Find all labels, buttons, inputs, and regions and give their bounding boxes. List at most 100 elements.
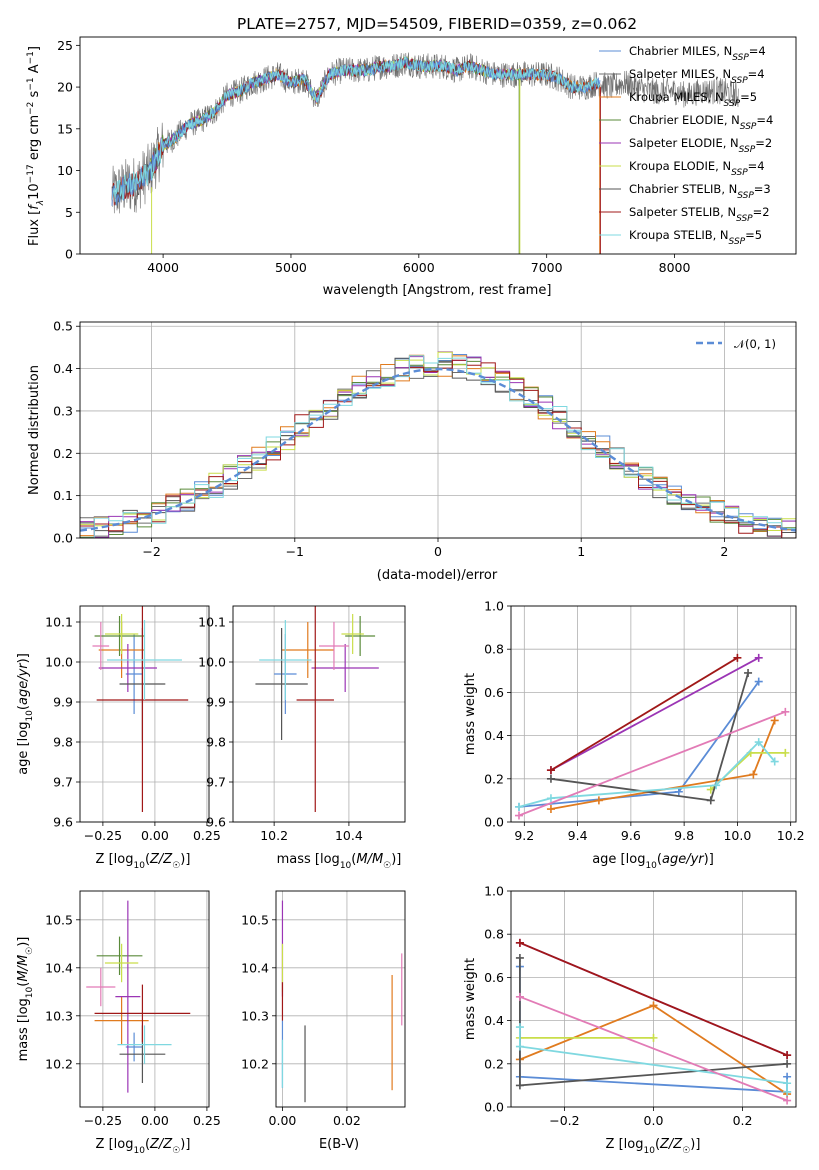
label-part: Chabrier ELODIE, N — [629, 113, 740, 127]
x-tick-label: 9.2 — [514, 828, 534, 843]
x-tick-label: −2 — [142, 544, 160, 559]
label-part: Salpeter STELIB, N — [629, 205, 736, 219]
y-tick-label: 10.0 — [198, 655, 226, 670]
series-line — [550, 657, 738, 771]
label-part: ☉ — [172, 861, 180, 871]
x-tick-label: 7000 — [531, 260, 563, 275]
label-part: ( — [657, 852, 662, 867]
y-tick-label: 0.3 — [53, 403, 73, 418]
legend-label: Chabrier STELIB, NSSP=3 — [629, 182, 771, 201]
y-tick-label: 0.5 — [53, 319, 73, 334]
y-tick-label: 0.4 — [484, 728, 504, 743]
y-axis-label: Flux [fλ10−17 erg cm−2 s−1 A−1] — [26, 46, 46, 246]
label-part: ( — [16, 982, 31, 987]
figure-title: PLATE=2757, MJD=54509, FIBERID=0359, z=0… — [237, 15, 637, 33]
series-marker — [781, 748, 790, 757]
y-tick-label: 0.0 — [484, 815, 504, 830]
y-tick-label: 9.6 — [206, 815, 226, 830]
label-part: ( — [16, 705, 31, 710]
y-tick-label: 9.9 — [53, 695, 73, 710]
mass_weight_vs_Z-frame — [510, 890, 797, 1108]
label-part: M/M — [16, 955, 31, 982]
legend-label: Salpeter ELODIE, NSSP=2 — [629, 136, 772, 155]
label-part: age/yr — [662, 852, 705, 867]
label-part: =2 — [753, 205, 770, 219]
label-part: SSP — [739, 145, 756, 155]
label-part: ☉ — [682, 1146, 690, 1156]
series-marker — [749, 770, 758, 779]
legend-label: Salpeter STELIB, NSSP=2 — [629, 205, 770, 224]
label-part: )] — [704, 852, 714, 867]
x-tick-label: 0.25 — [193, 828, 221, 843]
label-part: Z [ — [96, 852, 114, 867]
label-part: ☉ — [25, 947, 35, 955]
label-part: Z/Z — [659, 1137, 683, 1152]
series-marker — [546, 805, 555, 814]
y-tick-label: 5 — [65, 205, 73, 220]
mass_vs_EBV-frame — [275, 890, 406, 1108]
label-part: log — [624, 1137, 644, 1152]
x-tick-label: −0.2 — [549, 1113, 579, 1128]
y-tick-label: 0.2 — [484, 771, 504, 786]
x-tick-label: 4000 — [147, 260, 179, 275]
label-part: λ — [36, 200, 46, 206]
x-tick-label: 0.02 — [333, 1113, 361, 1128]
x-tick-label: 0.00 — [141, 1113, 169, 1128]
series-marker — [733, 653, 742, 662]
x-axis-label: Z [log10(Z/Z☉)] — [96, 852, 191, 871]
y-tick-label: 10.2 — [45, 1056, 73, 1071]
y-tick-label: 10.4 — [45, 960, 73, 975]
mass_weight_vs_Z-axes: −0.2 0.0 0.2 0.0 0.2 0.4 0.6 0.8 1.0 — [484, 884, 796, 1128]
series-marker — [783, 1096, 792, 1105]
label-part: =5 — [745, 228, 762, 242]
residuals-plot — [80, 351, 796, 538]
spectrum-frame — [79, 36, 797, 255]
y-tick-label: 0.4 — [484, 1013, 504, 1028]
y-tick-label: 0 — [65, 247, 73, 262]
label-part: f — [27, 203, 42, 210]
y-axis-label: age [log10(age/yr)] — [16, 653, 35, 775]
y-tick-label: 10 — [57, 163, 73, 178]
series-marker — [712, 781, 721, 790]
histogram-kroupa-stelib — [80, 355, 796, 538]
age_vs_Z-frame — [79, 605, 210, 823]
x-tick-label: 9.4 — [568, 828, 588, 843]
gaussian-curve — [80, 367, 796, 532]
age_vs_Z-axes: −0.25 0.00 0.25 9.6 9.7 9.8 9.9 10.0 10.1 — [45, 606, 221, 843]
mass_weight_vs_age-frame — [510, 605, 797, 823]
spectrum-axes: 4000 5000 6000 7000 8000 0 5 10 15 20 25 — [57, 38, 690, 275]
age_vs_mass-frame — [232, 605, 406, 823]
series-marker — [783, 1051, 792, 1060]
series-line — [519, 1027, 788, 1092]
label-part: log — [16, 998, 31, 1018]
label-part: 10 — [340, 861, 352, 871]
label-part: 10 — [25, 986, 35, 998]
x-tick-label: 1 — [577, 544, 585, 559]
mass_vs_EBV-plot — [281, 900, 403, 1103]
label-part: M/M — [356, 852, 383, 867]
y-axis-label: mass [log10(M/M☉)] — [16, 937, 35, 1062]
y-tick-label: 0.8 — [484, 927, 504, 942]
label-part: Kroupa MILES, N — [629, 90, 724, 104]
label-part: erg cm — [27, 115, 42, 164]
series-line — [519, 941, 788, 1057]
label-part: Chabrier MILES, N — [629, 44, 732, 58]
y-tick-label: 1.0 — [484, 599, 504, 614]
y-tick-label: 20 — [57, 80, 73, 95]
residuals-frame — [79, 321, 797, 539]
series-marker — [515, 938, 524, 947]
label-part: −17 — [26, 164, 36, 183]
label-part: SSP — [729, 237, 746, 247]
y-tick-label: 0.0 — [53, 531, 73, 546]
y-tick-label: 10.3 — [45, 1008, 73, 1023]
series-marker — [514, 811, 523, 820]
series-marker — [515, 1023, 524, 1032]
x-tick-label: −0.25 — [84, 1113, 122, 1128]
series-marker — [754, 653, 763, 662]
series-line — [518, 710, 786, 817]
label-part: Chabrier STELIB, N — [629, 182, 737, 196]
label-part: Z [ — [96, 1137, 114, 1152]
label-part: age [ — [16, 741, 31, 774]
series-line — [550, 657, 760, 771]
